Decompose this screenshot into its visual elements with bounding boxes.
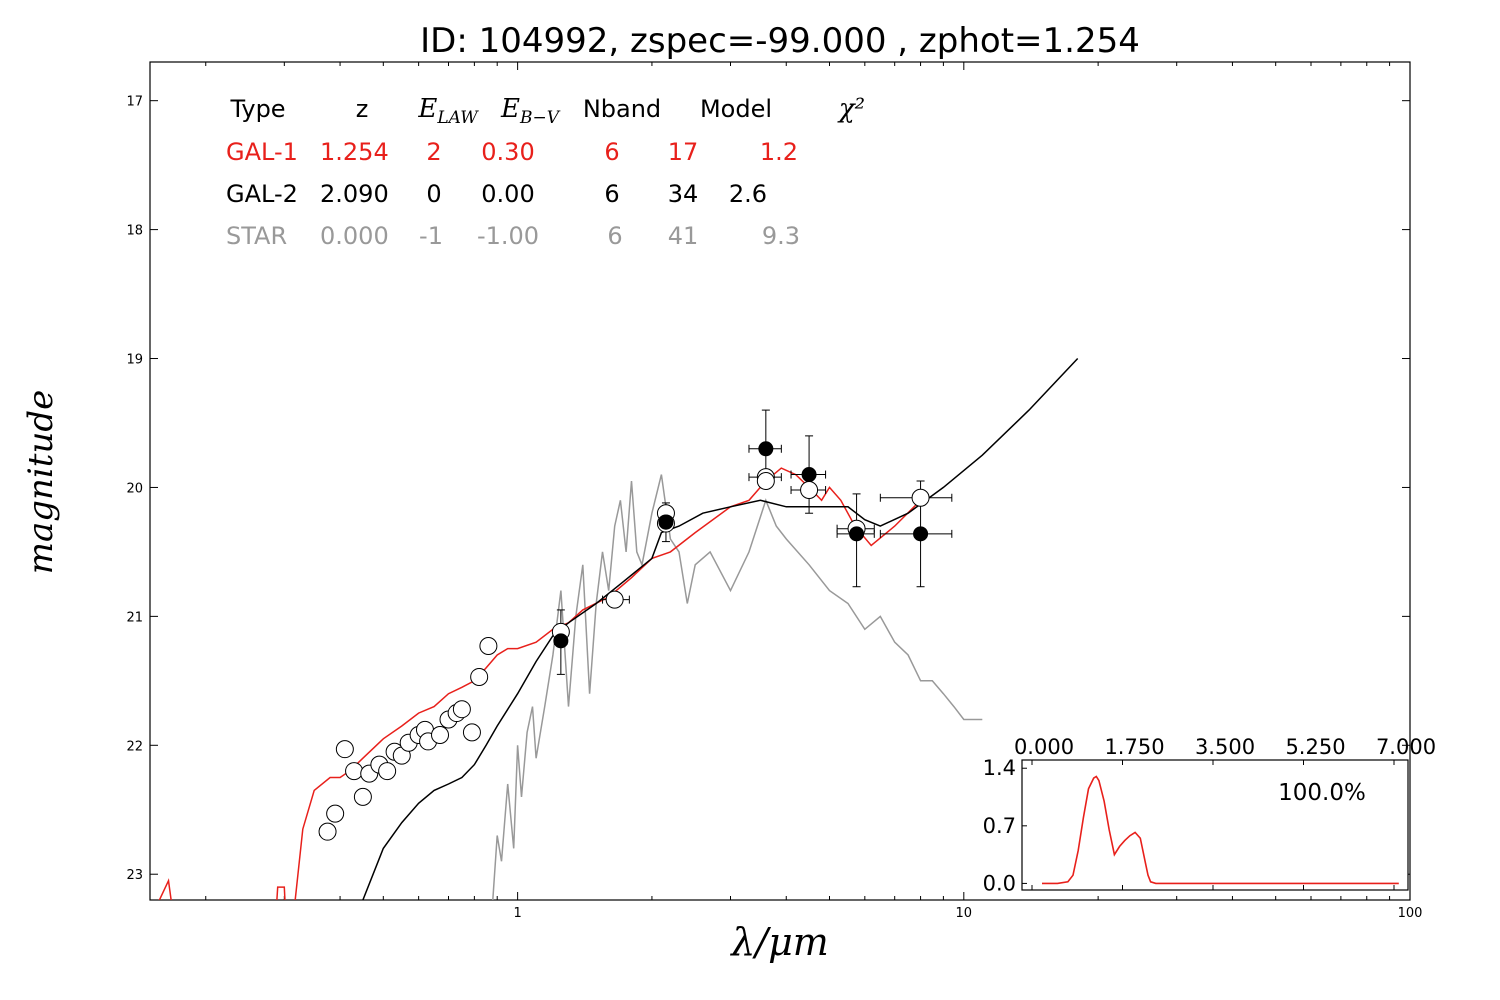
open-point (326, 804, 345, 823)
table-header-type: Type (229, 95, 285, 123)
y-axis-label: magnitude (21, 390, 61, 575)
table-cell: STAR (226, 222, 287, 250)
table-cell: 1.2 (760, 138, 798, 166)
model-line-1 (158, 467, 922, 900)
open-point (479, 637, 498, 656)
open-point (452, 700, 471, 719)
table-cell: 0.00 (481, 180, 534, 208)
model-lines (158, 357, 1079, 900)
open-point (800, 481, 819, 500)
inset-x-tick-label: 0.000 (1014, 735, 1074, 759)
filled-point (758, 441, 774, 457)
table-cell: 1.254 (320, 138, 389, 166)
open-point (335, 740, 354, 759)
y-tick-label: 21 (126, 610, 143, 625)
table-cell: GAL-1 (226, 138, 298, 166)
x-tick-label: 1 (513, 906, 521, 921)
inset-probability-label: 100.0% (1278, 780, 1366, 806)
fit-results-table: Type z ELAW EB−V Nband Model χ² GAL-1 1.254 2 0.30… (226, 94, 865, 250)
table-header-ebv: EB−V (500, 94, 561, 128)
table-cell: 41 (668, 222, 699, 250)
open-point (378, 762, 397, 781)
open-point (605, 590, 624, 609)
y-tick-label: 18 (126, 224, 143, 239)
y-tick-label: 19 (126, 353, 143, 368)
model-line-3 (492, 474, 983, 900)
clipped-series (158, 357, 1079, 900)
main-plot-frame (149, 61, 1411, 901)
open-point (911, 488, 930, 507)
pdz-line (1042, 775, 1399, 885)
x-axis-label: λ/μm (729, 920, 829, 964)
inset-x-tick-label: 3.500 (1195, 735, 1255, 759)
x-tick-label: 10 (956, 906, 973, 921)
inset-x-tick-label: 5.250 (1285, 735, 1345, 759)
table-cell: -1.00 (477, 222, 539, 250)
inset-y-tick-label: 0.0 (983, 871, 1016, 895)
table-cell: 2.090 (320, 180, 389, 208)
table-cell: -1 (419, 222, 443, 250)
open-point (353, 787, 372, 806)
table-cell: 6 (604, 180, 619, 208)
inset-x-tick-label: 1.750 (1104, 735, 1164, 759)
photometry-points (318, 409, 953, 841)
table-header-model: Model (700, 95, 772, 123)
open-point (756, 472, 775, 490)
open-point (431, 725, 450, 744)
table-cell: 2 (426, 138, 441, 166)
filled-point (849, 526, 865, 542)
filled-point (913, 526, 929, 542)
y-tick-label: 23 (126, 868, 143, 883)
table-cell: 9.3 (762, 222, 800, 250)
open-point (345, 762, 364, 781)
open-point (462, 723, 481, 742)
open-point (470, 667, 489, 686)
pdz-inset: 100.0% 0.000 1.750 3.500 5.250 7.000 1.4 0.7 0.… (983, 735, 1436, 895)
y-tick-label: 17 (126, 95, 143, 110)
filled-point (801, 467, 817, 483)
table-cell: 6 (607, 222, 622, 250)
table-cell: 6 (604, 138, 619, 166)
table-header-elaw: ELAW (417, 94, 479, 128)
inset-y-tick-label: 1.4 (983, 756, 1016, 780)
filled-point (553, 633, 569, 649)
inset-plot-frame (1021, 759, 1409, 891)
inset-x-tick-label: 7.000 (1376, 735, 1436, 759)
x-tick-label: 100 (1398, 906, 1423, 921)
inset-y-tick-label: 0.7 (983, 814, 1016, 838)
y-tick-label: 22 (126, 739, 143, 754)
table-cell: 0.30 (481, 138, 534, 166)
table-header-z: z (356, 95, 369, 123)
filled-point (658, 514, 674, 530)
table-cell: 34 (668, 180, 699, 208)
table-header-chi2: χ² (837, 94, 865, 124)
open-point (318, 822, 337, 841)
table-header-nband: Nband (583, 95, 661, 123)
y-tick-label: 20 (126, 481, 143, 496)
table-cell: 17 (668, 138, 699, 166)
table-cell: 2.6 (729, 180, 767, 208)
model-line-2 (362, 357, 1079, 900)
table-cell: 0.000 (320, 222, 389, 250)
table-cell: 0 (426, 180, 441, 208)
table-cell: GAL-2 (226, 180, 298, 208)
chart-title: ID: 104992, zspec=-99.000 , zphot=1.254 (420, 21, 1140, 61)
